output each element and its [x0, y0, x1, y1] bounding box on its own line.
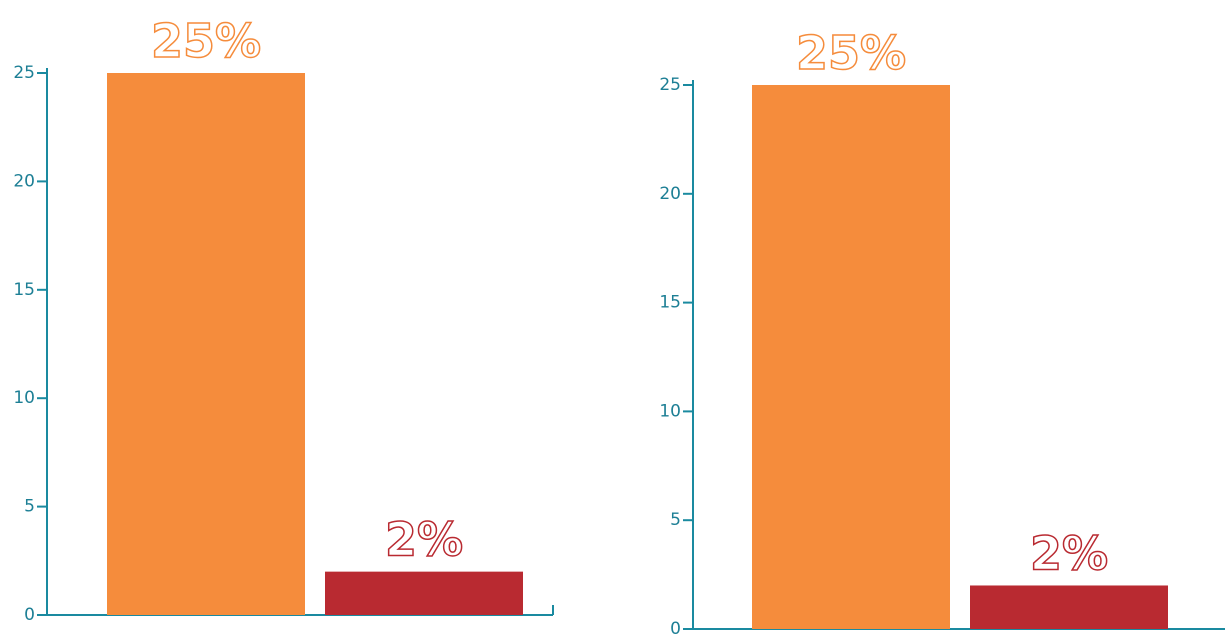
value-label: 25%	[151, 14, 261, 68]
value-label: 2%	[1030, 526, 1108, 580]
y-tick-label: 10	[13, 388, 35, 408]
bar	[752, 85, 950, 629]
y-tick-label: 25	[659, 75, 681, 95]
y-tick-label: 20	[13, 171, 35, 191]
y-tick-label: 0	[24, 605, 35, 625]
y-tick-label: 10	[659, 401, 681, 421]
value-label: 2%	[385, 513, 463, 567]
bar	[970, 585, 1168, 629]
value-label: 25%	[796, 26, 906, 80]
y-tick-label: 20	[659, 184, 681, 204]
y-tick-label: 25	[13, 63, 35, 83]
bar	[325, 571, 523, 615]
y-tick-label: 5	[670, 510, 681, 530]
y-tick-label: 15	[13, 280, 35, 300]
y-tick-label: 5	[24, 497, 35, 517]
bar	[107, 73, 305, 615]
y-tick-label: 0	[670, 619, 681, 634]
y-tick-label: 15	[659, 293, 681, 313]
